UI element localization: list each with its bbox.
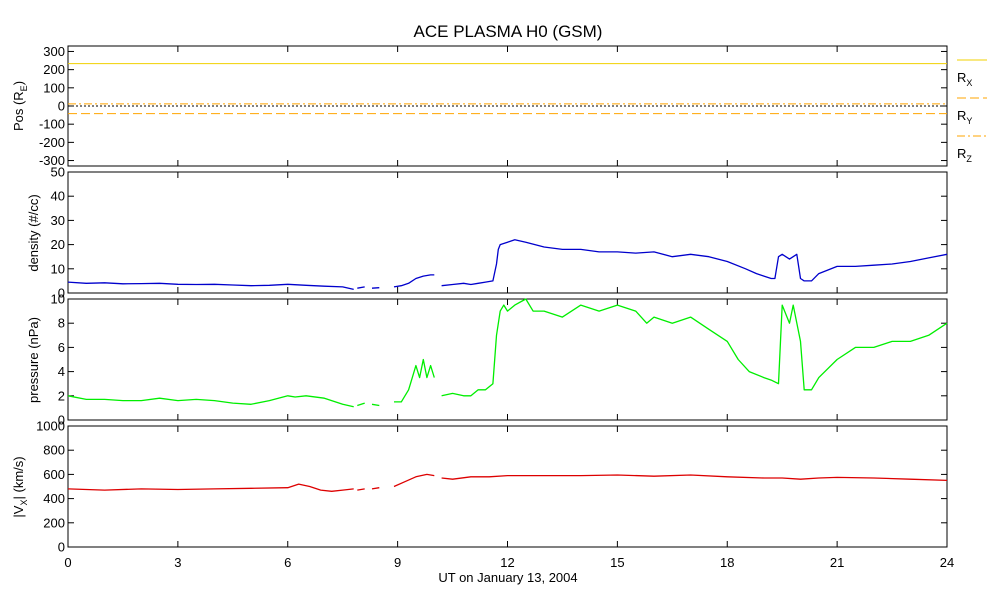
pos-ytick-label: 100 (43, 80, 65, 95)
density-ytick-label: 20 (51, 237, 65, 252)
x-tick-label: 18 (720, 555, 734, 570)
chart-title: ACE PLASMA H0 (GSM) (414, 22, 603, 41)
x-tick-label: 6 (284, 555, 291, 570)
pressure-panel-frame (67, 298, 948, 421)
density-ytick-label: 40 (51, 189, 65, 204)
x-tick-label: 12 (500, 555, 514, 570)
pressure-series-line (67, 395, 354, 408)
vx-panel-frame (67, 425, 948, 548)
vx-ytick-label: 1000 (36, 419, 65, 434)
vx-ytick-label: 0 (58, 540, 65, 555)
vx-ylabel: |VX| (km/s) (11, 456, 29, 517)
vx-series-line (67, 483, 354, 492)
pressure-series-line (441, 298, 948, 397)
density-ytick-label: 10 (51, 261, 65, 276)
x-tick-label: 21 (830, 555, 844, 570)
legend-ry-label: RY (957, 108, 972, 126)
vx-series-line (357, 488, 365, 491)
pressure-ytick-label: 0 (58, 413, 65, 428)
pos-ytick-label: -200 (39, 135, 65, 150)
x-tick-label: 9 (394, 555, 401, 570)
density-series-line (67, 281, 354, 291)
pressure-series-line (394, 358, 435, 403)
vx-series-line (393, 473, 435, 488)
x-tick-label: 3 (174, 555, 181, 570)
density-series-line (357, 286, 365, 289)
pos-ytick-label: 200 (43, 62, 65, 77)
x-tick-label: 0 (64, 555, 71, 570)
pressure-ytick-label: 6 (58, 340, 65, 355)
series-layer (67, 63, 948, 492)
pos-ytick-label: 300 (43, 44, 65, 59)
vx-ytick-label: 200 (43, 515, 65, 530)
density-ylabel: density (#/cc) (26, 194, 41, 271)
vx-series-line (371, 487, 380, 490)
legend-rz-label: RZ (957, 146, 972, 164)
vx-ytick-label: 600 (43, 467, 65, 482)
vx-series-line (441, 474, 948, 482)
x-tick-label: 15 (610, 555, 624, 570)
density-series-line (371, 287, 380, 289)
density-ytick-label: 30 (51, 213, 65, 228)
pos-ytick-label: -100 (39, 117, 65, 132)
vx-ytick-label: 800 (43, 443, 65, 458)
pos-ylabel: Pos (RE) (11, 81, 29, 131)
pressure-ytick-label: 8 (58, 316, 65, 331)
pressure-series-line (357, 402, 365, 407)
pos-ytick-label: 0 (58, 99, 65, 114)
pos-ytick-label: -300 (39, 153, 65, 168)
density-series-line (441, 239, 948, 287)
pressure-ytick-label: 2 (58, 388, 65, 403)
pressure-series-line (371, 403, 380, 407)
density-series-line (393, 274, 435, 288)
density-ytick-label: 50 (51, 165, 65, 180)
density-panel-frame (67, 171, 948, 294)
pressure-ytick-label: 4 (58, 364, 65, 379)
pressure-ylabel: pressure (nPa) (26, 317, 41, 403)
vx-ytick-label: 400 (43, 491, 65, 506)
pressure-ytick-label: 10 (51, 292, 65, 307)
density-ytick-label: 0 (58, 286, 65, 301)
legend-rx-label: RX (957, 70, 972, 88)
axis-ticks-layer: -300-200-1000100200300010203040500246810… (36, 44, 954, 570)
x-tick-label: 24 (940, 555, 954, 570)
x-axis-label: UT on January 13, 2004 (438, 570, 577, 585)
